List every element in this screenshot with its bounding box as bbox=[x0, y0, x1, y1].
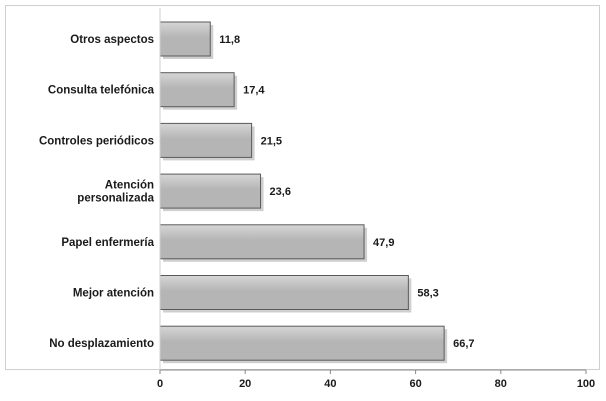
category-label-line: Otros aspectos bbox=[70, 34, 154, 46]
category-label: Otros aspectos bbox=[70, 34, 154, 46]
category-label: Consulta telefónica bbox=[48, 85, 155, 97]
bar bbox=[159, 21, 211, 57]
value-label: 11,8 bbox=[219, 34, 240, 46]
category-label-line: Mejor atención bbox=[73, 288, 154, 300]
x-tick-label: 0 bbox=[157, 378, 163, 390]
category-label-line: Controles periódicos bbox=[39, 135, 154, 147]
category-label-line: Papel enfermería bbox=[61, 237, 154, 249]
bar bbox=[159, 275, 409, 310]
category-label: Mejor atención bbox=[73, 288, 154, 300]
value-label: 17,4 bbox=[243, 85, 265, 97]
bar bbox=[159, 122, 253, 158]
bars bbox=[159, 21, 448, 364]
category-label: Papel enfermería bbox=[61, 237, 154, 249]
bar bbox=[159, 173, 262, 209]
category-labels: Otros aspectos Consulta telefónica Control… bbox=[39, 34, 155, 350]
category-label: No desplazamiento bbox=[49, 338, 154, 350]
category-label: Atención personalizada bbox=[77, 180, 154, 205]
value-label: 58,3 bbox=[417, 288, 438, 300]
category-label-line: personalizada bbox=[77, 193, 154, 205]
x-tick-label: 40 bbox=[324, 378, 336, 390]
bar bbox=[159, 72, 235, 108]
value-labels: 11,8 17,4 21,5 23,6 47,9 58,3 66,7 bbox=[219, 34, 474, 350]
value-label: 21,5 bbox=[261, 135, 282, 147]
category-label-line: Atención bbox=[105, 180, 154, 192]
bar bbox=[159, 224, 365, 260]
x-tick-label: 20 bbox=[239, 378, 251, 390]
x-tick-label: 100 bbox=[577, 378, 595, 390]
bar bbox=[159, 325, 445, 361]
value-label: 23,6 bbox=[270, 186, 291, 198]
x-tick-label: 80 bbox=[495, 378, 507, 390]
category-label-line: Consulta telefónica bbox=[48, 85, 155, 97]
value-label: 66,7 bbox=[453, 338, 474, 350]
category-label: Controles periódicos bbox=[39, 135, 154, 147]
value-label: 47,9 bbox=[373, 237, 394, 249]
x-axis: 0 20 40 60 80 100 bbox=[157, 8, 595, 390]
category-label-line: No desplazamiento bbox=[49, 338, 154, 350]
x-tick-label: 60 bbox=[409, 378, 421, 390]
plot-frame bbox=[5, 5, 600, 370]
